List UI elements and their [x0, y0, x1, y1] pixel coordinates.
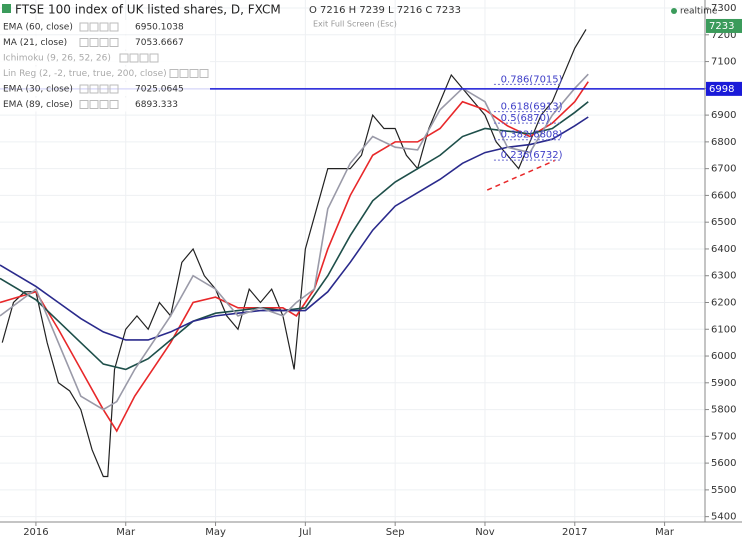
- y-tick-label: 6900: [711, 110, 736, 121]
- y-tick-label: 5400: [711, 512, 736, 523]
- fib-label: 0.5(6870): [501, 113, 550, 124]
- indicator-value: 6893.333: [135, 100, 178, 110]
- y-tick-label: 5500: [711, 485, 736, 496]
- indicator-button[interactable]: [169, 69, 179, 78]
- y-tick-label: 5700: [711, 431, 736, 442]
- indicator-button[interactable]: [149, 53, 159, 63]
- fib-label: 0.618(6913): [501, 102, 563, 113]
- y-tick-label: 5600: [711, 458, 736, 469]
- x-tick-label: 2017: [562, 527, 587, 538]
- indicator-button[interactable]: [139, 53, 149, 63]
- y-tick-label: 6100: [711, 324, 736, 335]
- x-tick-label: Nov: [475, 527, 495, 538]
- indicator-button[interactable]: [109, 38, 119, 47]
- y-tick-label: 5800: [711, 405, 736, 416]
- indicator-value: 6950.1038: [135, 23, 184, 33]
- ohlc: O 7216 H 7239 L 7216 C 7233: [309, 5, 461, 16]
- indicator-button[interactable]: [79, 22, 89, 32]
- indicator-name: Ichimoku (9, 26, 52, 26): [3, 54, 111, 64]
- indicator-name: MA (21, close): [3, 38, 67, 48]
- indicator-button[interactable]: [99, 84, 109, 94]
- y-tick-label: 7100: [711, 57, 736, 68]
- series-line: [1, 29, 587, 478]
- y-tick-label: 6000: [711, 351, 736, 362]
- price-label-box: [706, 18, 742, 33]
- symbol-icon: [2, 4, 11, 13]
- indicator-button[interactable]: [89, 84, 99, 94]
- indicator-button[interactable]: [109, 100, 119, 109]
- y-tick-label: 6200: [711, 297, 736, 308]
- legend-bg: [0, 35, 210, 50]
- x-tick-label: 2016: [23, 527, 48, 538]
- fib-label: 0.786(7015): [501, 74, 563, 85]
- legend-bg: [0, 66, 210, 81]
- legend-bg: [0, 97, 210, 112]
- x-tick-label: Mar: [655, 527, 675, 538]
- hline-label-box: [706, 81, 742, 96]
- x-tick-label: Mar: [116, 527, 136, 538]
- y-tick-label: 5900: [711, 378, 736, 389]
- trendline: [486, 159, 555, 191]
- legend-bg: [0, 82, 210, 96]
- y-tick-label: 6500: [711, 217, 736, 228]
- indicator-button[interactable]: [79, 38, 89, 47]
- indicator-value: 7053.6667: [135, 38, 184, 48]
- x-tick-label: Sep: [386, 527, 405, 538]
- indicator-name: Lin Reg (2, -2, true, true, 200, close): [3, 69, 167, 79]
- y-tick-label: 7300: [711, 3, 736, 14]
- x-tick-label: Jul: [298, 527, 311, 538]
- indicator-button[interactable]: [99, 22, 109, 32]
- indicator-button[interactable]: [99, 38, 109, 47]
- fullscreen-hint[interactable]: Exit Full Screen (Esc): [313, 20, 397, 29]
- indicator-button[interactable]: [109, 22, 119, 32]
- indicator-button[interactable]: [79, 100, 89, 109]
- indicator-value: 7025.0645: [135, 85, 184, 95]
- indicator-button[interactable]: [99, 100, 109, 109]
- series-line: [0, 116, 589, 341]
- y-tick-label: 6700: [711, 164, 736, 175]
- indicator-button[interactable]: [89, 38, 99, 47]
- chart-title: FTSE 100 index of UK listed shares, D, F…: [15, 3, 281, 17]
- indicator-name: EMA (30, close): [3, 85, 73, 95]
- y-tick-label: 6800: [711, 137, 736, 148]
- realtime-label: realtime: [680, 7, 718, 17]
- y-tick-label: 6600: [711, 190, 736, 201]
- y-tick-label: 6400: [711, 244, 736, 255]
- y-tick-label: 7200: [711, 30, 736, 41]
- legend-bg: [0, 20, 210, 34]
- fib-label: 0.236(6732): [501, 150, 563, 161]
- realtime-dot: [671, 8, 677, 14]
- indicator-name: EMA (89, close): [3, 100, 73, 110]
- indicator-button[interactable]: [199, 69, 209, 78]
- indicator-button[interactable]: [79, 84, 89, 94]
- fib-label: 0.382(6808): [501, 130, 563, 141]
- series-line: [0, 81, 589, 433]
- indicator-button[interactable]: [89, 100, 99, 109]
- indicator-button[interactable]: [109, 84, 119, 94]
- indicator-button[interactable]: [89, 22, 99, 32]
- indicator-button[interactable]: [179, 69, 189, 78]
- indicator-name: EMA (60, close): [3, 23, 73, 33]
- x-tick-label: May: [205, 527, 226, 538]
- hline-label: 6998: [709, 84, 734, 95]
- indicator-button[interactable]: [189, 69, 199, 78]
- price-label: 7233: [709, 21, 734, 32]
- indicator-button[interactable]: [119, 53, 129, 63]
- indicator-button[interactable]: [129, 53, 139, 63]
- series-line: [0, 73, 589, 411]
- y-tick-label: 6300: [711, 271, 736, 282]
